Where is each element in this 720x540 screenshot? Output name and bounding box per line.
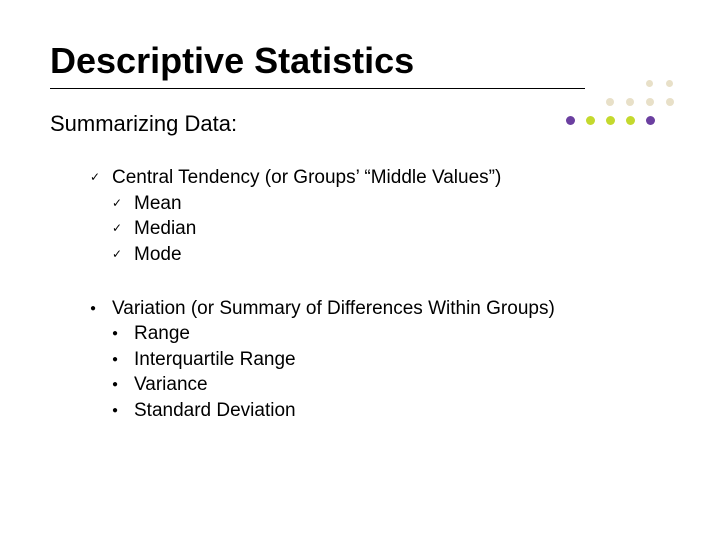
bullet-icon: ●: [90, 296, 112, 316]
item-label: Mean: [134, 191, 182, 217]
dot-icon: [666, 80, 673, 87]
section-heading: Central Tendency (or Groups’ “Middle Val…: [112, 165, 501, 191]
dot-icon: [606, 98, 614, 106]
bullet-icon: ●: [112, 321, 134, 341]
dot-icon: [566, 116, 575, 125]
corner-dots-decoration: [566, 76, 686, 136]
bullet-icon: ●: [112, 347, 134, 367]
check-icon: ✓: [112, 216, 134, 236]
dot-icon: [626, 116, 635, 125]
dot-icon: [606, 116, 615, 125]
item-label: Interquartile Range: [134, 347, 296, 373]
dot-icon: [646, 80, 653, 87]
section-items: ✓ Mean ✓ Median ✓ Mode: [112, 191, 670, 268]
item-label: Variance: [134, 372, 208, 398]
section-heading: Variation (or Summary of Differences Wit…: [112, 296, 555, 322]
item-label: Median: [134, 216, 196, 242]
list-item: ✓ Median: [112, 216, 670, 242]
dot-icon: [646, 98, 654, 106]
check-icon: ✓: [112, 191, 134, 211]
bullet-icon: ●: [112, 398, 134, 418]
dot-icon: [586, 116, 595, 125]
bullet-icon: ●: [112, 372, 134, 392]
list-item: ● Range: [112, 321, 670, 347]
dot-icon: [626, 98, 634, 106]
check-icon: ✓: [90, 165, 112, 185]
list-item: ● Interquartile Range: [112, 347, 670, 373]
list-item: ● Standard Deviation: [112, 398, 670, 424]
title-underline: [50, 88, 585, 89]
dot-icon: [646, 116, 655, 125]
item-label: Standard Deviation: [134, 398, 296, 424]
list-item: ● Variance: [112, 372, 670, 398]
section-variation: ● Variation (or Summary of Differences W…: [90, 296, 670, 424]
list-item: ✓ Mean: [112, 191, 670, 217]
section-heading-row: ● Variation (or Summary of Differences W…: [90, 296, 670, 322]
slide: Descriptive Statistics Summarizing Data:…: [0, 0, 720, 540]
check-icon: ✓: [112, 242, 134, 262]
item-label: Range: [134, 321, 190, 347]
list-item: ✓ Mode: [112, 242, 670, 268]
dot-icon: [666, 98, 674, 106]
section-heading-row: ✓ Central Tendency (or Groups’ “Middle V…: [90, 165, 670, 191]
section-items: ● Range ● Interquartile Range ● Variance…: [112, 321, 670, 424]
item-label: Mode: [134, 242, 182, 268]
section-central-tendency: ✓ Central Tendency (or Groups’ “Middle V…: [90, 165, 670, 268]
